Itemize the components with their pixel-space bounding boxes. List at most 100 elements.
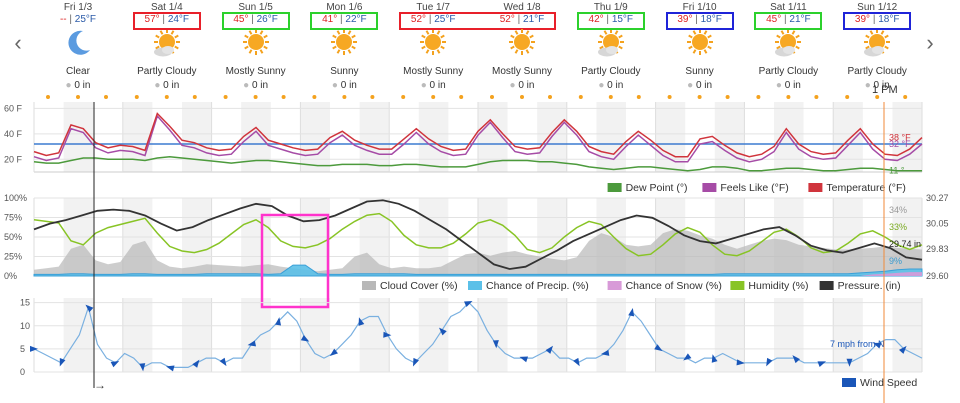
y-tick-label: 75% [4,213,22,223]
legend-label: Pressure. (in) [838,280,901,292]
y-tick-label: 5 [20,344,25,354]
condition-text: Clear [66,66,90,77]
rain-drop-icon: ● [154,80,164,91]
wind-direction-marker [711,354,718,363]
wind-direction-marker [464,300,473,307]
series-end-label: 38 °F [889,133,911,143]
sun-icon [241,28,271,58]
day-label: Thu 1/9 [593,2,628,13]
precip-value: 0 in [429,80,446,91]
legend-swatch [819,281,834,290]
day-column: Thu 1/9 42° | 15°F Partly Cloudy ● 0 in [569,0,653,96]
day-label: Fri 1/3 [63,2,93,13]
temp-separator: | [248,14,257,25]
high-temp: 42° [588,14,604,25]
series-area [33,264,923,277]
day-column: Wed 1/8 52° | 21°F Mostly Sunny ● 0 in [480,0,564,96]
legend: Cloud Cover (%) Chance of Precip. (%) Chan… [362,280,901,292]
panel-background [33,298,923,373]
legend-swatch [362,281,376,290]
day-column: Sun 1/5 45° | 26°F Mostly Sunny ● 0 in [214,0,298,96]
y2-tick-label: 30.05 [926,219,949,229]
temp-separator: | [692,14,701,25]
wind-direction-marker [30,345,38,352]
series-end-label: 33% [889,222,907,232]
wind-direction-marker [817,361,827,368]
day-column: Sun 1/12 39° | 18°F Partly Cloudy ● 0 in [835,0,919,96]
rain-drop-icon: ● [509,80,519,91]
daylight-marker [756,95,761,99]
precip-value: 0 in [518,80,535,91]
condition-text: Partly Cloudy [847,66,907,77]
next-arrow-button[interactable]: › [926,30,934,55]
legend-label: Humidity (%) [748,280,808,292]
daylight-marker [697,95,702,99]
day-column: Sat 1/4 57° | 24°F Partly Cloudy ● 0 in [125,0,209,96]
low-temp: 18°F [878,14,900,25]
wind-direction-marker [329,348,338,357]
precip-amount: ● 0 in [835,80,919,91]
daylight-marker [875,95,880,99]
daylight-marker [342,95,347,99]
series-end-label: 7 mph from N [830,339,885,349]
rain-drop-icon: ● [65,80,75,91]
wind-direction-marker [519,356,529,363]
series-end-label: 29.74 in [889,239,921,249]
highlight-box-green [310,12,379,30]
y-tick-label: 25% [4,252,22,262]
temp-separator: | [66,14,75,25]
y-tick-label: 20 F [4,154,23,164]
day-column: Fri 1/10 39° | 18°F Sunny ● 0 in [658,0,742,96]
day-label: Mon 1/6 [326,2,363,13]
precip-amount: ● 0 in [746,80,830,91]
wind-direction-marker [438,327,447,336]
highlight-box-green [221,12,290,30]
legend-label: Chance of Precip. (%) [486,280,589,292]
prev-arrow-button[interactable]: ‹ [14,30,22,55]
wind-direction-marker [247,340,257,347]
legend-swatch [842,378,856,387]
precip-value: 0 in [784,80,801,91]
high-temp: 52° [410,14,427,25]
condition-text: Sunny [330,66,359,77]
wind-direction-marker [412,357,419,367]
daylight-marker [490,95,494,99]
rain-drop-icon: ● [864,80,874,91]
daylight-marker [104,95,108,99]
highlight-box-blue [665,12,734,30]
legend-label: Wind Speed [860,377,917,389]
precip-amount: ● 0 in [125,80,209,91]
hi-lo-temps: 39° | 18°F [835,14,919,25]
y2-tick-label: 29.60 [926,271,949,281]
high-temp: 39° [854,14,871,25]
daylight-marker [667,95,672,99]
rain-drop-icon: ● [331,80,341,91]
daylight-marker [636,95,641,99]
wind-direction-marker [219,357,227,367]
temp-separator: | [870,14,879,25]
legend-label: Temperature (°F) [826,182,905,194]
condition-text: Partly Cloudy [581,66,641,77]
hi-lo-temps: 45° | 26°F [214,14,298,25]
day-column: Sat 1/11 45° | 21°F Partly Cloudy ● 0 in [746,0,830,96]
legend: Wind Speed [842,377,917,389]
day-label: Sun 1/12 [857,2,898,13]
rain-drop-icon: ● [420,80,430,91]
daylight-marker [520,95,524,99]
daylight-marker [845,95,850,99]
panel-background [33,102,923,173]
condition-text: Mostly Sunny [491,66,553,77]
series-end-label: 9% [889,256,902,266]
y-tick-label: 100% [4,193,27,203]
temp-separator: | [159,14,168,25]
hi-lo-temps: 57° | 24°F [125,14,209,25]
y-tick-label: 15 [20,298,30,308]
low-temp: 15°F [611,14,634,25]
rain-drop-icon: ● [598,80,608,91]
condition-text: Partly Cloudy [137,66,197,77]
daylight-marker [370,95,375,99]
condition-text: Mostly Sunny [403,66,464,77]
day-label: Wed 1/8 [503,2,541,13]
wind-direction-marker [683,353,692,361]
